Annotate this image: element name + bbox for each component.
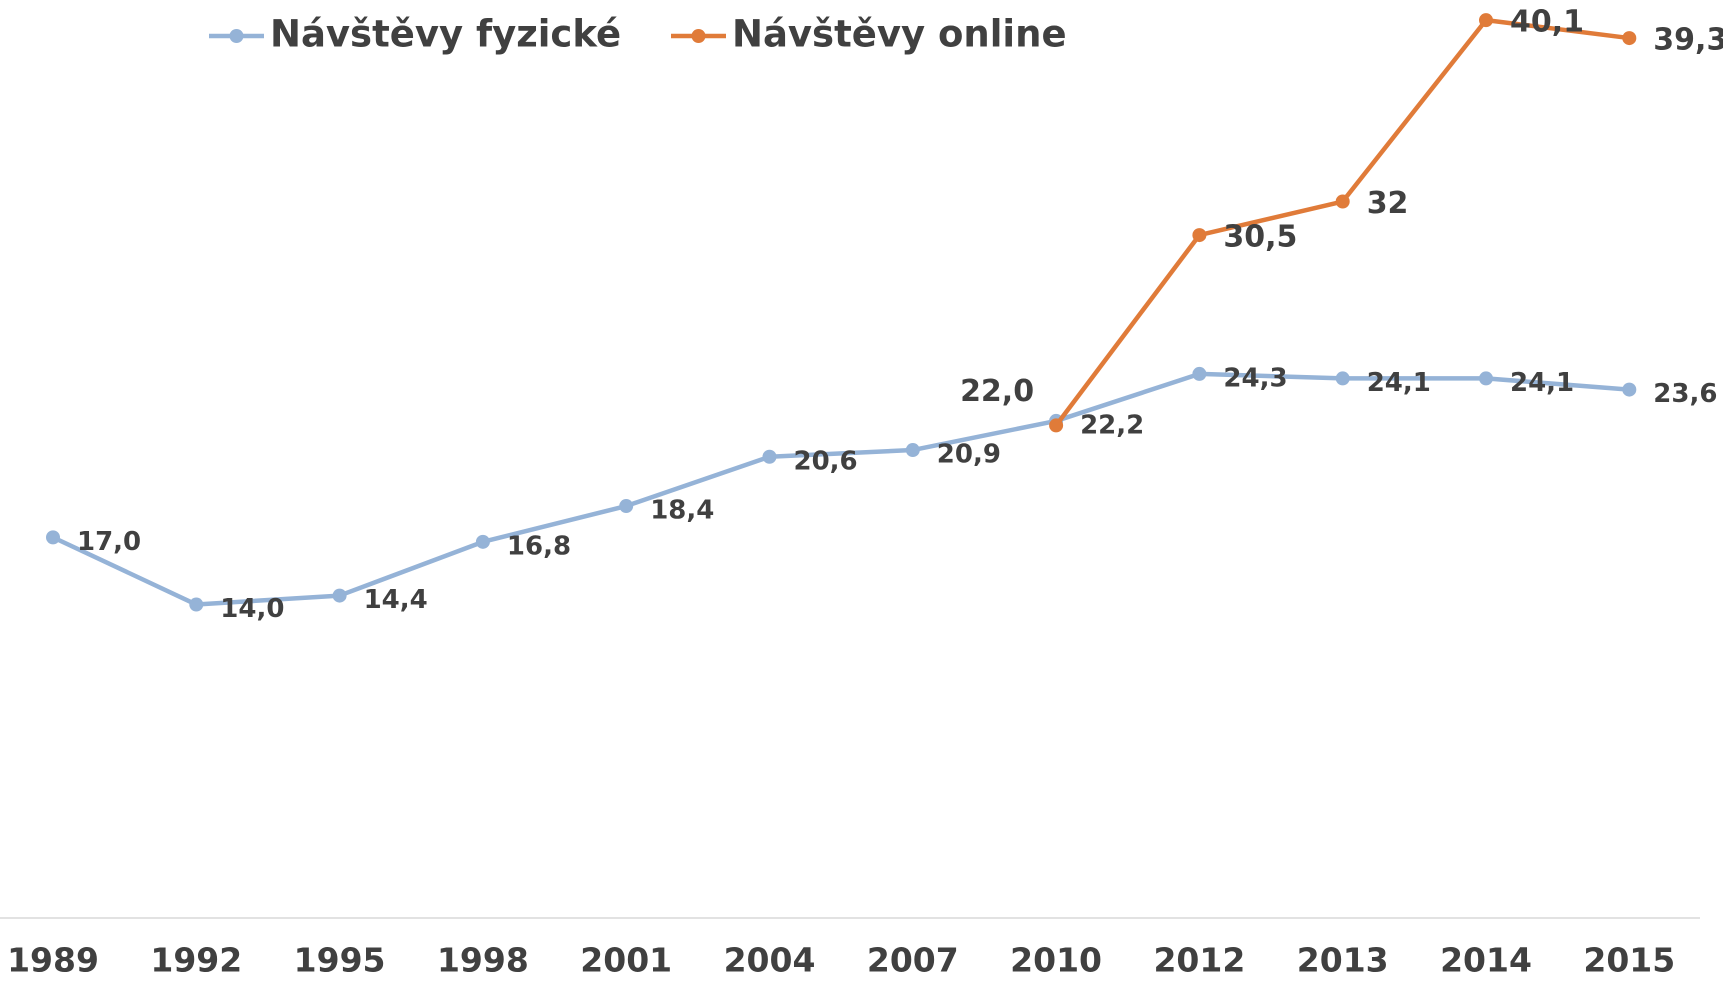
legend-marker <box>691 29 706 43</box>
data-point <box>1049 418 1064 433</box>
data-label: 32 <box>1367 186 1409 221</box>
data-point <box>1479 13 1493 28</box>
data-point <box>1335 371 1350 386</box>
data-point <box>619 499 634 514</box>
data-label: 39,3 <box>1653 23 1723 58</box>
x-tick-label: 2015 <box>1583 941 1675 980</box>
data-label: 22,0 <box>960 374 1034 409</box>
data-point <box>1192 366 1207 381</box>
series-line <box>1054 17 1630 427</box>
data-label: 22,2 <box>1080 410 1144 440</box>
data-point <box>1335 194 1350 209</box>
data-label: 16,8 <box>507 531 571 561</box>
data-point <box>1622 382 1637 397</box>
data-point <box>762 449 777 464</box>
x-tick-label: 1998 <box>437 941 529 980</box>
data-point <box>46 530 60 545</box>
data-point <box>1622 31 1637 46</box>
data-label: 23,6 <box>1653 379 1717 409</box>
data-label: 17,0 <box>77 527 141 557</box>
data-point <box>1479 371 1493 386</box>
data-label: 30,5 <box>1223 220 1297 255</box>
x-tick-label: 2014 <box>1440 941 1532 980</box>
x-tick-label: 2004 <box>724 941 816 980</box>
legend-marker <box>229 29 244 43</box>
x-tick-label: 1992 <box>150 941 242 980</box>
data-label: 24,1 <box>1367 368 1431 398</box>
data-label: 24,1 <box>1510 368 1574 398</box>
legend-label: Návštěvy fyzické <box>270 13 621 56</box>
data-label: 14,0 <box>220 594 284 624</box>
legend-label: Návštěvy online <box>732 13 1067 56</box>
x-tick-label: 2012 <box>1153 941 1245 980</box>
data-point <box>189 597 204 612</box>
data-label: 14,4 <box>364 585 428 615</box>
data-label: 40,1 <box>1510 5 1584 40</box>
data-point <box>1192 228 1207 243</box>
x-tick-label: 2001 <box>580 941 672 980</box>
data-point <box>905 443 920 458</box>
data-point <box>332 588 347 603</box>
x-tick-label: 2010 <box>1010 941 1102 980</box>
x-tick-label: 1989 <box>7 941 99 980</box>
data-label: 20,9 <box>937 440 1001 470</box>
data-point <box>475 534 490 549</box>
x-tick-label: 1995 <box>294 941 386 980</box>
x-tick-label: 2013 <box>1297 941 1389 980</box>
data-label: 18,4 <box>650 496 714 526</box>
data-label: 24,3 <box>1223 363 1287 393</box>
data-label: 20,6 <box>794 446 858 476</box>
series-line <box>52 371 1630 607</box>
x-tick-label: 2007 <box>867 941 959 980</box>
